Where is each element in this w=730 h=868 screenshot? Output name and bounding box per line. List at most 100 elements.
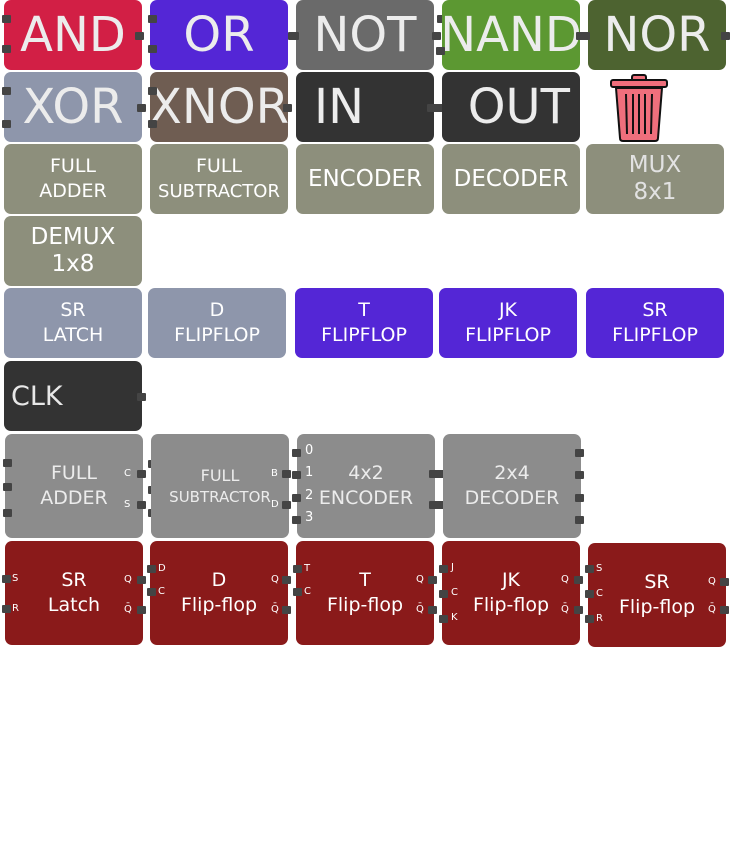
placed-jk-flipflop-qbar-pin[interactable] [574, 606, 583, 614]
placed-decoder-output-3[interactable] [575, 516, 584, 524]
placed-sr-flipflop[interactable]: SR Flip-flop [588, 543, 726, 647]
placed-jk-flipflop-j-pin[interactable] [439, 565, 448, 573]
placed-jk-flipflop-k-pin[interactable] [439, 615, 448, 623]
placed-decoder-output-2[interactable] [575, 494, 584, 502]
placed-decoder-output-0[interactable] [575, 449, 584, 457]
placed-full-adder-sum-out[interactable] [137, 501, 146, 509]
placed-sr-flipflop-s-pin[interactable] [585, 565, 594, 573]
placed-decoder-output-1[interactable] [575, 471, 584, 479]
jk-flipflop-button[interactable]: JK FLIPFLOP [439, 288, 577, 358]
placed-sr-latch[interactable]: SR Latch [5, 541, 143, 645]
placed-jk-flipflop-c-pin[interactable] [439, 590, 448, 598]
placed-d-flipflop-qbar-pin[interactable] [282, 606, 291, 614]
placed-encoder-output-0[interactable] [429, 470, 447, 478]
placed-encoder-output-1[interactable] [429, 501, 447, 509]
xor-output-pin[interactable] [137, 104, 146, 112]
and-output-pin[interactable] [135, 32, 144, 40]
input-switch[interactable]: IN [296, 72, 434, 142]
placed-sr-latch-s-pin[interactable] [2, 575, 11, 583]
nand-input-pin-1[interactable] [432, 32, 441, 40]
placed-sr-flipflop-q-pin[interactable] [720, 578, 729, 586]
xor-input-pin-1[interactable] [2, 87, 11, 95]
placed-full-adder-input-cin[interactable] [3, 509, 12, 517]
full-adder-button[interactable]: FULL ADDER [4, 144, 142, 214]
not-gate[interactable]: NOT [296, 0, 434, 70]
placed-sr-flipflop-qbar-pin[interactable] [720, 606, 729, 614]
placed-t-flipflop-c-pin[interactable] [293, 588, 302, 596]
placed-encoder-label-1: 1 [305, 465, 314, 480]
placed-sr-latch-r-pin[interactable] [2, 605, 11, 613]
placed-d-flipflop-q-pin[interactable] [282, 576, 291, 584]
placed-jk-flipflop-q-pin[interactable] [574, 576, 583, 584]
xnor-input-pin-1[interactable] [148, 87, 157, 95]
d-flipflop-button[interactable]: D FLIPFLOP [148, 288, 286, 358]
clock-output-pin[interactable] [137, 393, 146, 401]
and-input-pin-1[interactable] [2, 15, 11, 23]
placed-d-flipflop-d-pin[interactable] [147, 565, 156, 573]
placed-decoder[interactable]: 2x4 DECODER [443, 434, 581, 538]
placed-encoder-input-2[interactable] [292, 494, 301, 502]
sr-latch-button[interactable]: SR LATCH [4, 288, 142, 358]
or-input-pin-2[interactable] [148, 45, 157, 53]
placed-d-flipflop[interactable]: D Flip-flop [150, 541, 288, 645]
placed-full-adder-input-b[interactable] [3, 483, 12, 491]
not-output-pin[interactable] [437, 15, 446, 23]
mux-button[interactable]: MUX 8x1 [586, 144, 724, 214]
placed-t-flipflop-t-pin[interactable] [293, 565, 302, 573]
placed-sr-latch-qbar-pin[interactable] [137, 606, 146, 614]
placed-encoder-input-3[interactable] [292, 516, 301, 524]
nand-output-pin[interactable] [576, 32, 585, 40]
placed-full-adder-input-a[interactable] [3, 459, 12, 467]
or-gate[interactable]: OR [150, 0, 288, 70]
placed-full-adder[interactable]: FULL ADDER [5, 434, 143, 538]
demux-line-1: DEMUX [30, 224, 116, 250]
and-input-pin-2[interactable] [2, 45, 11, 53]
nor-gate-label: NOR [603, 7, 711, 63]
placed-t-flipflop-q-pin[interactable] [428, 576, 437, 584]
placed-encoder-input-1[interactable] [292, 471, 301, 479]
placed-full-adder-pin-c: C [124, 468, 131, 479]
placed-t-flipflop-qbar-pin[interactable] [428, 606, 437, 614]
placed-sr-flipflop-r-pin[interactable] [585, 615, 594, 623]
xor-input-pin-2[interactable] [2, 120, 11, 128]
placed-full-subtractor-diff-out[interactable] [282, 501, 291, 509]
sr-flipflop-button[interactable]: SR FLIPFLOP [586, 288, 724, 358]
t-flipflop-button[interactable]: T FLIPFLOP [295, 288, 433, 358]
placed-sr-flipflop-c-pin[interactable] [585, 590, 594, 598]
placed-sr-latch-line-2: Latch [47, 594, 101, 616]
full-subtractor-button[interactable]: FULL SUBTRACTOR [150, 144, 288, 214]
and-gate[interactable]: AND [4, 0, 142, 70]
placed-encoder[interactable]: 4x2 ENCODER [297, 434, 435, 538]
placed-t-flipflop[interactable]: T Flip-flop [296, 541, 434, 645]
nand-input-pin-2[interactable] [436, 47, 445, 55]
output-probe[interactable]: OUT [442, 72, 580, 142]
nand-gate[interactable]: NAND [440, 0, 582, 70]
placed-full-subtractor-borrow-out[interactable] [282, 470, 291, 478]
xnor-output-pin[interactable] [283, 104, 292, 112]
nor-input-pin[interactable] [581, 32, 590, 40]
placed-sr-latch-q-pin[interactable] [137, 576, 146, 584]
or-input-pin-1[interactable] [148, 15, 157, 23]
xnor-gate[interactable]: XNOR [149, 72, 289, 142]
trash-icon[interactable] [605, 72, 673, 144]
nor-gate[interactable]: NOR [588, 0, 726, 70]
decoder-button[interactable]: DECODER [442, 144, 580, 214]
placed-sr-latch-label-r: R [12, 603, 19, 614]
input-switch-output-pin[interactable] [427, 104, 447, 112]
demux-button[interactable]: DEMUX 1x8 [4, 216, 142, 286]
xor-gate[interactable]: XOR [4, 72, 142, 142]
encoder-button[interactable]: ENCODER [296, 144, 434, 214]
placed-full-adder-carry-out[interactable] [137, 470, 146, 478]
clock-button[interactable]: CLK [4, 361, 142, 431]
placed-jk-flipflop[interactable]: JK Flip-flop [442, 541, 580, 645]
not-input-pin[interactable] [290, 32, 299, 40]
xnor-input-pin-2[interactable] [148, 120, 157, 128]
placed-full-subtractor[interactable]: FULL SUBTRACTOR [151, 434, 289, 538]
placed-d-flipflop-c-pin[interactable] [147, 588, 156, 596]
placed-sr-flipflop-label-qbar: Q̄ [708, 604, 716, 615]
placed-jk-flipflop-line-1: JK [501, 569, 521, 591]
placed-d-flipflop-label-q: Q [271, 574, 279, 585]
placed-decoder-line-2: DECODER [464, 487, 560, 509]
nor-output-pin[interactable] [721, 32, 730, 40]
placed-encoder-input-0[interactable] [292, 449, 301, 457]
